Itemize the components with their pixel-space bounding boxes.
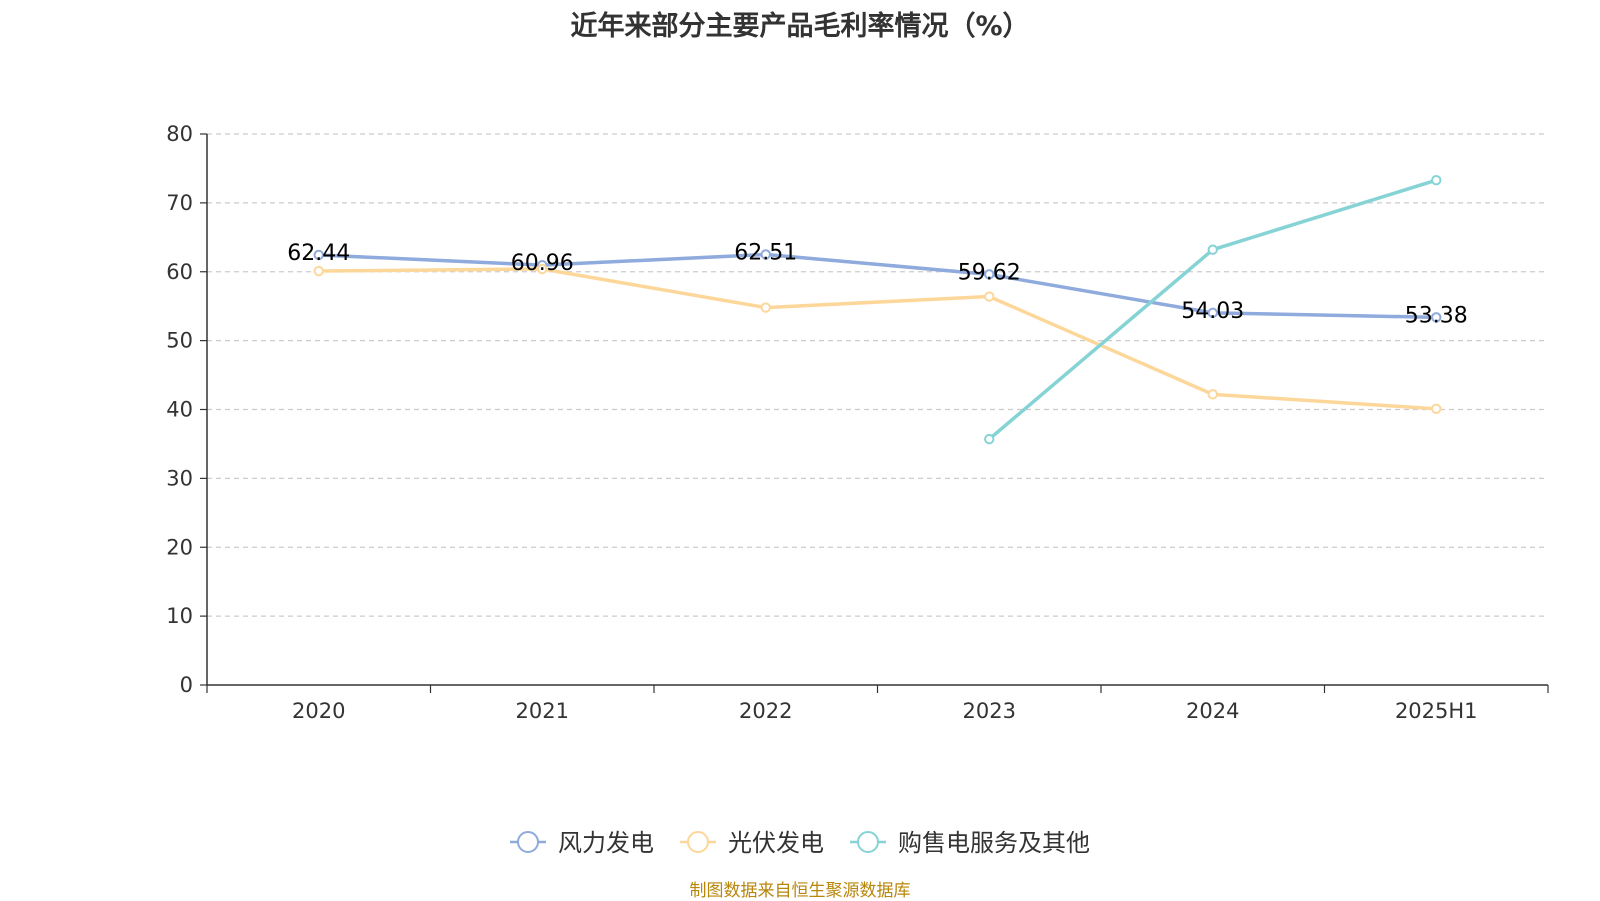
chart-title: 近年来部分主要产品毛利率情况（%） (570, 11, 1030, 42)
data-point-series-3 (984, 433, 995, 445)
y-tick-label: 0 (180, 673, 193, 697)
y-tick-label: 50 (166, 329, 193, 353)
x-tick-label: 2022 (739, 699, 792, 723)
data-label: 53.38 (1405, 303, 1468, 328)
legend-label: 购售电服务及其他 (898, 829, 1090, 857)
data-point-series-2 (760, 302, 771, 313)
data-point-series-2 (537, 263, 548, 275)
data-point-series-2 (1207, 389, 1218, 400)
series-line-1 (318, 252, 1437, 320)
series-line-2 (318, 267, 1437, 411)
x-tick-label: 2021 (516, 699, 569, 723)
data-label: 54.03 (1181, 299, 1244, 324)
y-tick-label: 10 (166, 604, 193, 628)
data-point-series-2 (313, 265, 324, 277)
data-point-series-1 (313, 249, 324, 261)
data-point-series-1 (760, 249, 771, 260)
data-point-series-3 (1431, 174, 1442, 186)
x-tick-label: 2025H1 (1395, 699, 1478, 723)
x-tick-label: 2023 (963, 699, 1016, 723)
legend-marker (857, 831, 879, 853)
y-tick-label: 40 (166, 398, 193, 422)
legend-marker (517, 831, 539, 853)
x-tick-label: 2024 (1186, 699, 1239, 723)
source-note: 制图数据来自恒生聚源数据库 (689, 881, 911, 901)
legend-label: 风力发电 (558, 829, 654, 857)
data-label: 59.62 (958, 260, 1021, 285)
data-point-series-2 (1431, 403, 1442, 415)
x-tick-label: 2020 (292, 699, 345, 723)
data-label: 60.96 (511, 251, 574, 276)
y-tick-label: 20 (166, 535, 193, 559)
data-point-series-1 (1207, 307, 1218, 319)
data-point-series-3 (1207, 244, 1218, 255)
y-tick-label: 60 (166, 260, 193, 284)
data-label: 62.51 (734, 240, 797, 265)
data-point-series-1 (984, 269, 995, 280)
data-point-series-2 (984, 291, 995, 302)
y-tick-label: 80 (166, 122, 193, 146)
legend-marker (687, 831, 709, 853)
y-tick-label: 30 (166, 466, 193, 490)
data-label: 62.44 (287, 241, 350, 266)
data-point-series-1 (1431, 312, 1442, 323)
y-tick-label: 70 (166, 191, 193, 215)
legend-label: 光伏发电 (728, 829, 824, 857)
